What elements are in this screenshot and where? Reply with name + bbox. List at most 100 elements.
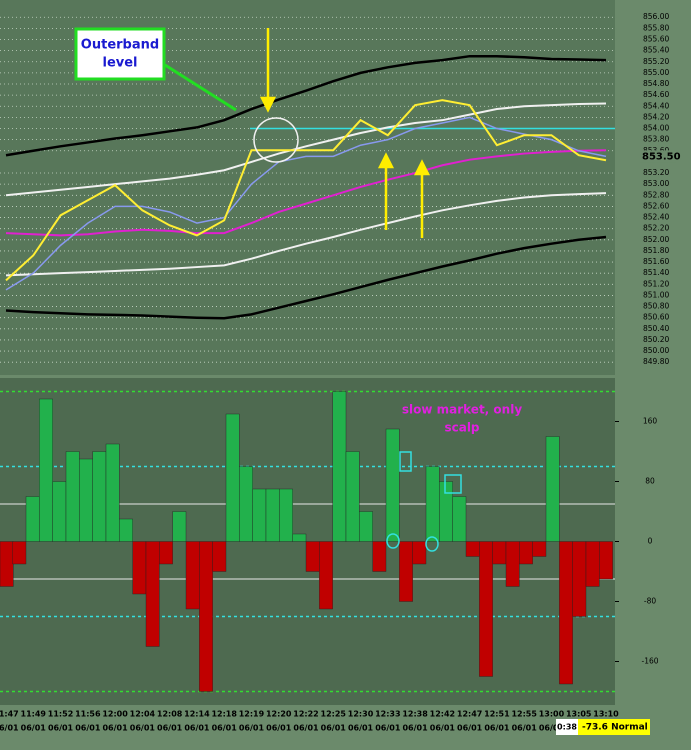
x-tick-label: 11:52: [48, 710, 73, 719]
callout-pointer: [164, 63, 237, 112]
callout-text: level: [102, 56, 137, 71]
y-tick-label: 855.80: [643, 23, 669, 32]
histogram-bar: [505, 541, 520, 587]
x-date-label: 06/01: [102, 724, 128, 733]
histogram-bar: [79, 458, 93, 542]
histogram-bar: [479, 541, 493, 677]
histogram-bar: [119, 518, 133, 542]
y-tick-label: 0: [648, 537, 653, 546]
callout-box: [74, 27, 166, 81]
histogram-bar: [559, 541, 573, 685]
histogram-bar: [292, 533, 307, 542]
x-date-label: 06/01: [130, 724, 156, 733]
x-tick-label: 13:00: [539, 710, 565, 719]
x-date-label: 06/01: [266, 724, 292, 733]
histogram-bar: [412, 541, 427, 565]
histogram-bar: [585, 541, 600, 587]
histogram-bar: [0, 541, 14, 587]
histogram-bar: [39, 398, 53, 542]
histogram-bar: [132, 541, 147, 595]
y-tick-label: 853.60: [643, 146, 669, 155]
x-date-label: 06/01: [75, 724, 101, 733]
note-text: slow market, only: [402, 403, 522, 417]
histogram-bar: [185, 541, 200, 610]
y-tick-label: 852.00: [643, 235, 669, 244]
y-tick-label: 850.60: [643, 313, 669, 322]
y-tick-label: 852.60: [643, 201, 669, 210]
histogram-bar: [452, 496, 467, 542]
y-tick-label: 855.60: [643, 35, 669, 44]
series-line: [5, 116, 607, 291]
series-line: [5, 54, 607, 157]
y-tick-label: 850.40: [643, 324, 669, 333]
histogram-bar: [225, 413, 240, 542]
series-line: [5, 149, 607, 237]
series-line: [5, 102, 607, 197]
y-tick-label: 852.80: [643, 190, 669, 199]
x-tick-label: 12:22: [293, 710, 318, 719]
last-price-box: [640, 150, 676, 163]
arrows: [259, 28, 431, 238]
note-text: scalp: [444, 421, 479, 435]
y-tick-label: 851.80: [643, 246, 669, 255]
histogram-bar: [145, 541, 160, 647]
histogram-bar: [572, 541, 587, 617]
x-date-label: 06/01: [430, 724, 456, 733]
histogram-bar: [279, 488, 293, 542]
x-date-label: 06/01: [321, 724, 347, 733]
histogram-bar: [305, 541, 320, 572]
series-line: [5, 99, 607, 282]
y-tick-label: 849.80: [643, 357, 669, 366]
x-tick-label: 12:20: [266, 710, 292, 719]
y-tick-label: 855.00: [643, 68, 669, 77]
highlight-circle: [253, 117, 299, 163]
histogram-bar: [465, 541, 480, 557]
histogram-bar: [532, 541, 547, 557]
y-tick-label: -160: [641, 657, 658, 666]
y-tick-label: 852.40: [643, 213, 669, 222]
histogram-bar: [319, 541, 333, 610]
histogram-bar: [425, 466, 440, 542]
x-date-label: 06/01: [184, 724, 210, 733]
y-tick-label: 855.20: [643, 57, 669, 66]
series-line: [5, 192, 607, 277]
y-tick-label: 853.80: [643, 135, 669, 144]
histogram-bar: [25, 496, 40, 542]
x-tick-label: 13:05: [566, 710, 592, 719]
histogram-bar: [399, 541, 413, 602]
histogram-bar: [159, 541, 173, 565]
x-tick-label: 13:10: [593, 710, 619, 719]
y-tick-label: 160: [643, 417, 658, 426]
x-tick-label: 11:56: [75, 710, 101, 719]
y-tick-label: 854.00: [643, 124, 669, 133]
x-date-label: 06/01: [48, 724, 74, 733]
x-tick-label: 12:47: [457, 710, 482, 719]
x-date-label: 06/01: [457, 724, 483, 733]
x-tick-label: 12:14: [184, 710, 210, 719]
x-date-label: 06/01: [157, 724, 183, 733]
y-tick-label: 850.00: [643, 346, 669, 355]
last-price-label: 853.50: [642, 151, 681, 162]
histogram-bar: [359, 511, 373, 542]
histogram-bar: [265, 488, 280, 542]
series-line: [5, 235, 607, 320]
x-tick-label: 12:42: [430, 710, 455, 719]
x-date-label: 06/01: [539, 724, 565, 733]
y-tick-label: 852.20: [643, 224, 669, 233]
callout-text: Outerband: [81, 38, 159, 53]
x-tick-label: 12:55: [511, 710, 537, 719]
y-tick-label: 851.00: [643, 290, 669, 299]
status-reading-box: [578, 719, 650, 735]
histogram-bar: [372, 541, 387, 572]
status-time: 0:38: [557, 723, 577, 732]
x-date-label: 06/01: [293, 724, 319, 733]
histogram-bar: [212, 541, 227, 572]
y-tick-label: 853.20: [643, 168, 669, 177]
x-date-label: 06/01: [239, 724, 265, 733]
histogram-bar: [519, 541, 533, 565]
x-tick-label: 12:18: [211, 710, 237, 719]
status-reading: -73.6 Normal: [582, 723, 648, 733]
histogram-bar: [545, 436, 560, 542]
